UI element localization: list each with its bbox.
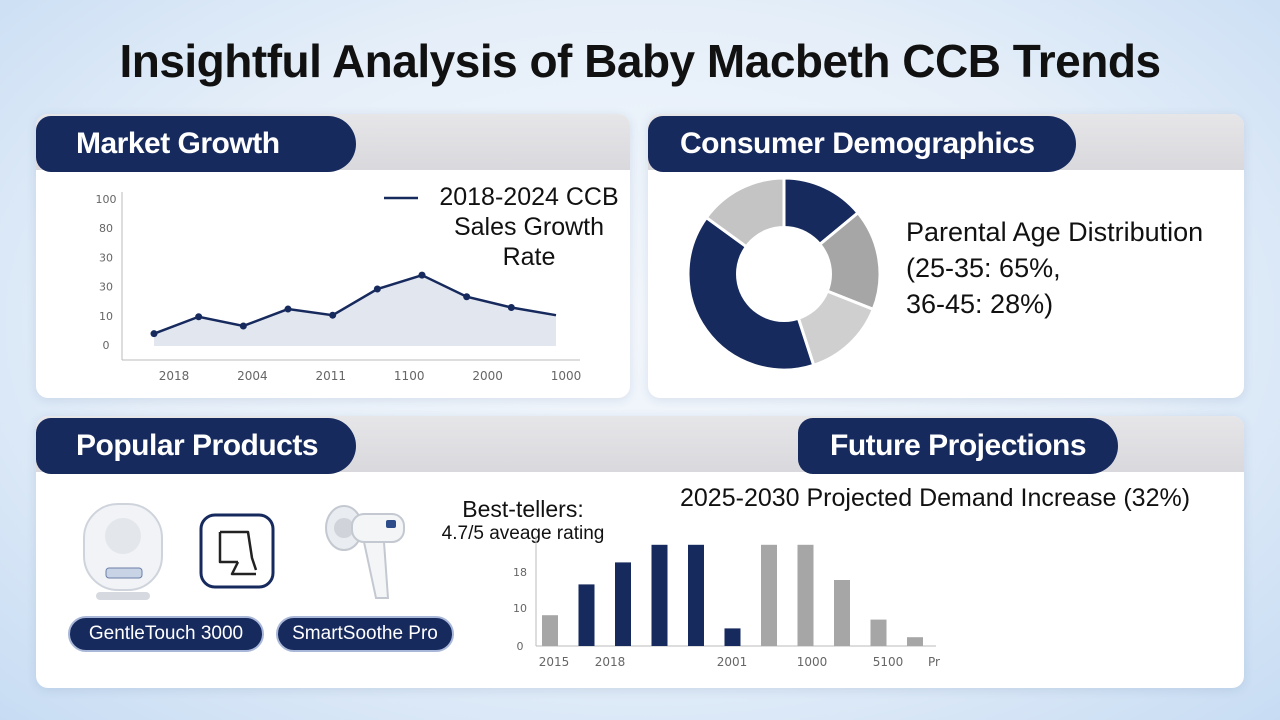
x-tick-label: 5100 [873,655,904,669]
popular-products-heading: Popular Products [36,418,356,474]
bar [907,637,923,646]
x-tick-label: 1000 [551,369,582,383]
legend-line-3: Rate [502,243,556,271]
bar [688,544,704,646]
smartsoothe-device-image [325,505,405,599]
y-tick-label: 30 [99,251,113,264]
market-growth-heading: Market Growth [36,116,356,172]
x-tick-label: 2015 [539,655,570,669]
y-tick-label: 30 [99,281,113,294]
bar [542,615,558,646]
line-point [329,311,337,319]
y-tick-label: 18 [513,566,527,579]
donut-hole [736,226,832,322]
y-tick-label: 100 [96,193,117,206]
future-projections-heading: Future Projections [798,418,1118,474]
bestsellers-label: Best-tellers: 4.7/5 aveage rating [428,496,618,545]
legend-line-1: 2018-2024 CCB [439,183,619,211]
bar [724,628,741,646]
line-point [239,322,247,330]
product-chip-smartsoothe[interactable]: SmartSoothe Pro [276,616,454,652]
bar [870,619,887,646]
x-tick-label: 2018 [595,655,626,669]
y-tick-label: 80 [99,222,113,235]
product-chip-gentletouch[interactable]: GentleTouch 3000 [68,616,264,652]
projected-demand-bar-chart: 0 10 18 2015 2018 2001 1000 5100 Pr [513,536,940,669]
bar [834,580,850,646]
age-distribution-donut-chart [686,176,882,372]
line-point [373,285,381,293]
y-tick-label: 0 [517,640,524,653]
x-tick-label: 2004 [237,369,268,383]
market-growth-panel: Market Growth 0 10 30 30 80 100 2018 2004 2011 1… [36,114,630,398]
line-point [418,271,426,279]
bar [615,562,631,646]
bar [797,544,814,646]
x-tick-label: Pr [928,655,940,669]
projection-caption: 2025-2030 Projected Demand Increase (32%… [680,484,1191,512]
line-point [463,293,471,301]
y-tick-label: 10 [513,602,527,615]
line-point [195,313,203,321]
caption-line-2: (25-35: 65%, [906,253,1061,283]
y-tick-label: 0 [103,339,110,352]
bar [578,584,595,646]
series-line [153,273,557,335]
pie-slice [781,210,882,312]
x-tick-label: 1000 [797,655,828,669]
bestsellers-line-1: Best-tellers: [462,496,584,522]
line-point [284,305,292,313]
line-point [150,330,158,338]
bottom-panel: Popular Products Future Projections Gent… [36,416,1244,688]
legend-line-2: Sales Growth [453,213,605,241]
bar [761,544,777,646]
line-area-fill [154,275,556,346]
y-tick-label: 10 [99,310,113,323]
x-tick-label: 2000 [472,369,503,383]
x-tick-label: 1100 [394,369,425,383]
caption-line-1: Parental Age Distribution [906,217,1204,247]
page-title: Insightful Analysis of Baby Macbeth CCB … [119,35,1161,87]
market-growth-line-chart: 0 10 30 30 80 100 2018 2004 2011 1100 2000 1000 [96,192,582,383]
x-tick-label: 2018 [159,369,190,383]
bestsellers-line-2: 4.7/5 aveage rating [441,523,605,544]
bar [651,544,668,646]
consumer-demographics-heading: Consumer Demographics [648,116,1076,172]
line-point [507,304,515,311]
x-tick-label: 2001 [717,655,748,669]
baby-monitor-icon [199,513,275,589]
legend-label: 2018-2024 CCB Sales Growth Rate [434,182,624,272]
age-distribution-caption: Parental Age Distribution (25-35: 65%, 3… [906,214,1203,322]
gentletouch-device-image [83,503,163,600]
x-tick-label: 2011 [316,369,347,383]
consumer-demographics-panel: Consumer Demographics Parental Age Distr… [648,114,1244,398]
caption-line-3: 36-45: 28%) [906,289,1054,319]
